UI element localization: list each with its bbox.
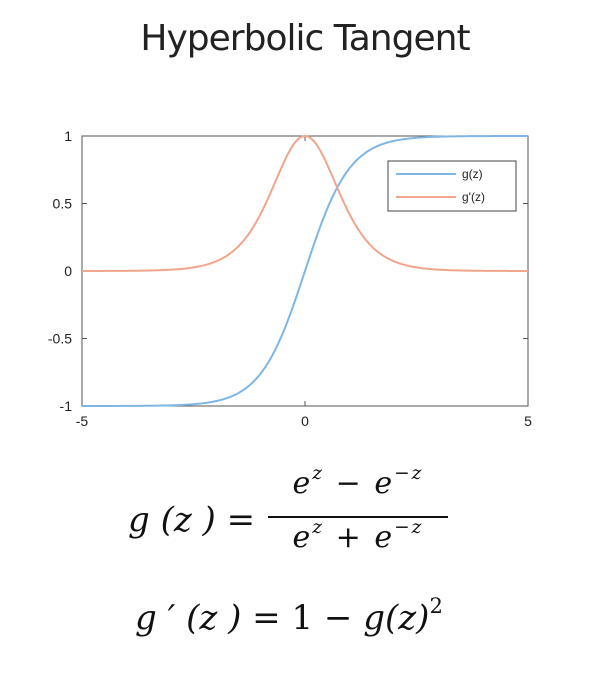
derivative-formula-lhs: g ′ (z ) = (135, 598, 281, 638)
y-tick-label: 0.5 (53, 196, 73, 212)
tanh-numerator: ez − e−z (292, 463, 424, 501)
legend-label-g: g(z) (462, 167, 483, 181)
y-tick-label: -1 (60, 398, 73, 414)
tanh-formula: g (z ) = ez − e−z ez + e−z (128, 463, 458, 566)
slide-title: Hyperbolic Tangent (140, 18, 470, 59)
x-tick-label: 0 (301, 413, 309, 429)
series-line-gprime (81, 134, 529, 272)
x-tick-label: -5 (76, 413, 89, 429)
axis-ticks: -5 0 5 -1 -0.5 0 0.5 1 (48, 128, 532, 429)
x-tick-label: 5 (524, 413, 532, 429)
tanh-chart: -5 0 5 -1 -0.5 0 0.5 1 g(z) g'(z) (48, 128, 532, 429)
y-tick-label: -0.5 (48, 331, 72, 347)
y-tick-label: 0 (64, 263, 72, 279)
derivative-formula: g ′ (z ) = 1 − g(z)2 (135, 593, 443, 638)
series-lines (81, 134, 529, 407)
tanh-denominator: ez + e−z (292, 517, 424, 555)
legend-label-gprime: g'(z) (462, 190, 485, 204)
fraction-bar (268, 516, 448, 518)
y-tick-label: 1 (64, 128, 72, 144)
legend: g(z) g'(z) (387, 160, 517, 212)
series-line-g (82, 135, 528, 407)
tanh-formula-lhs: g (z ) = (128, 500, 256, 540)
legend-box (387, 160, 517, 212)
